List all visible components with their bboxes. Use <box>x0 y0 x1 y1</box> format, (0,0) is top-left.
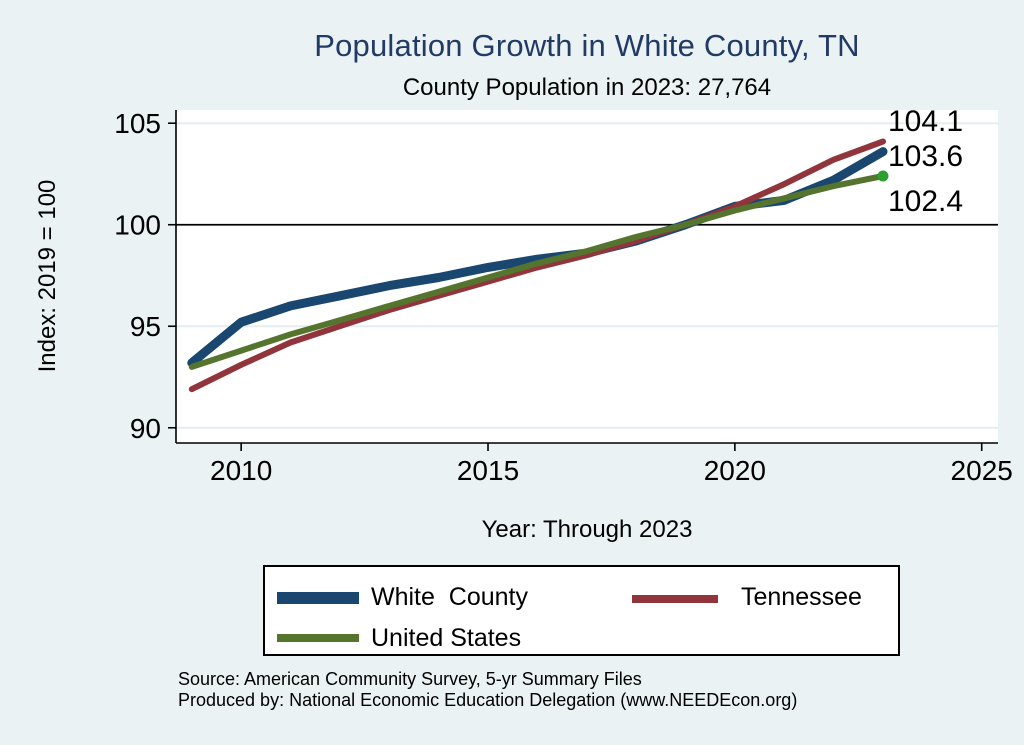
legend-label-white-county: White County <box>371 583 529 611</box>
x-tick-label: 2025 <box>951 455 1013 486</box>
end-label-united-states: 102.4 <box>888 185 964 218</box>
x-tick-label: 2015 <box>457 455 519 486</box>
legend: White County Tennessee United States <box>263 565 900 656</box>
end-label-white-county: 103.6 <box>888 140 964 173</box>
x-axis-label: Year: Through 2023 <box>481 516 693 543</box>
y-tick-label: 100 <box>114 210 161 241</box>
legend-label-tennessee: Tennessee <box>741 583 862 611</box>
legend-swatch-united-states <box>277 634 359 642</box>
page-title: Population Growth in White County, TN <box>314 28 860 63</box>
legend-swatch-tennessee <box>632 595 718 603</box>
y-tick-label: 95 <box>130 311 161 342</box>
end-label-tennessee: 104.1 <box>888 105 964 138</box>
y-axis-label: Index: 2019 = 100 <box>34 179 61 373</box>
y-tick-label: 105 <box>114 108 161 139</box>
x-tick-label: 2020 <box>704 455 766 486</box>
x-tick-label: 2010 <box>210 455 272 486</box>
footer-source: Source: American Community Survey, 5-yr … <box>178 669 642 689</box>
legend-label-united-states: United States <box>371 624 522 652</box>
y-tick-label: 90 <box>130 413 161 444</box>
footer-produced-by: Produced by: National Economic Education… <box>178 690 798 710</box>
page-subtitle: County Population in 2023: 27,764 <box>402 74 772 101</box>
legend-swatch-white-county <box>277 592 359 604</box>
